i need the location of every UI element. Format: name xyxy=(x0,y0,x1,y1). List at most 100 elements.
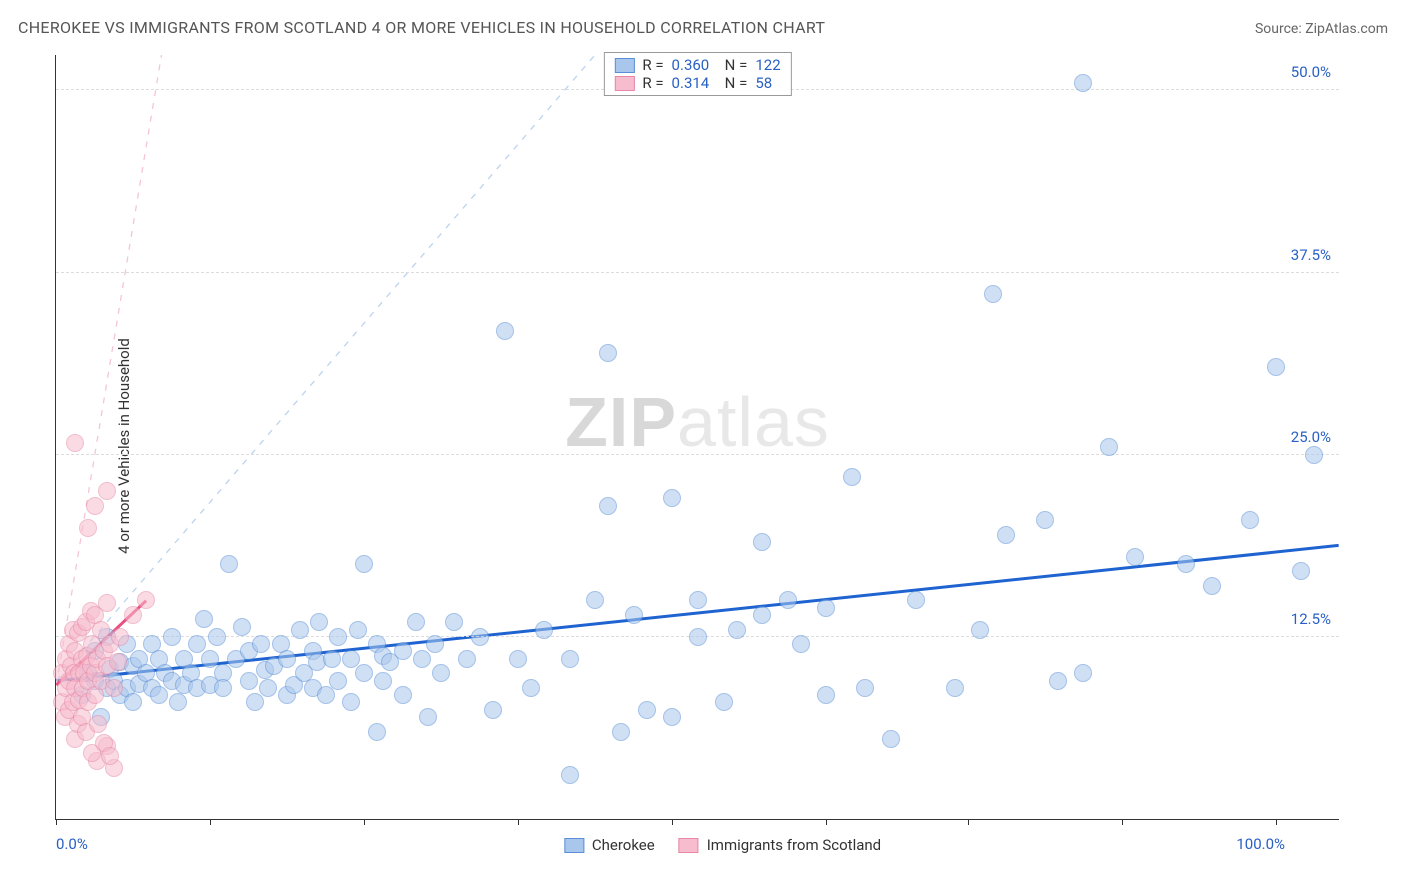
legend-item-label: Cherokee xyxy=(592,836,655,854)
scatter-point xyxy=(246,693,264,711)
scatter-point xyxy=(169,693,187,711)
legend-n-value: 122 xyxy=(755,56,780,74)
scatter-point xyxy=(1074,74,1092,92)
watermark-left: ZIP xyxy=(565,383,677,461)
y-tick-label: 37.5% xyxy=(1291,246,1331,264)
y-tick-label: 12.5% xyxy=(1291,610,1331,628)
scatter-point xyxy=(663,489,681,507)
scatter-point xyxy=(220,555,238,573)
scatter-point xyxy=(79,519,97,537)
x-tick xyxy=(210,819,211,825)
scatter-point xyxy=(882,730,900,748)
scatter-point xyxy=(124,606,142,624)
scatter-point xyxy=(753,533,771,551)
legend-row: R = 0.314 N = 58 xyxy=(614,74,780,92)
scatter-point xyxy=(101,747,119,765)
scatter-point xyxy=(394,686,412,704)
scatter-point xyxy=(561,650,579,668)
scatter-point xyxy=(317,686,335,704)
scatter-point xyxy=(323,650,341,668)
legend-text: R = xyxy=(642,74,663,92)
scatter-point xyxy=(426,635,444,653)
scatter-point xyxy=(291,621,309,639)
chart-title: CHEROKEE VS IMMIGRANTS FROM SCOTLAND 4 O… xyxy=(18,18,825,37)
scatter-point xyxy=(233,618,251,636)
scatter-point xyxy=(163,628,181,646)
gridline xyxy=(56,272,1339,273)
scatter-point xyxy=(638,701,656,719)
y-tick-label: 25.0% xyxy=(1291,428,1331,446)
scatter-point xyxy=(971,621,989,639)
title-bar: CHEROKEE VS IMMIGRANTS FROM SCOTLAND 4 O… xyxy=(18,18,1388,37)
scatter-point xyxy=(612,723,630,741)
legend-r-value: 0.360 xyxy=(672,56,710,74)
scatter-point xyxy=(86,497,104,515)
scatter-point xyxy=(355,555,373,573)
legend-item-label: Immigrants from Scotland xyxy=(707,836,881,854)
scatter-point xyxy=(458,650,476,668)
scatter-point xyxy=(419,708,437,726)
scatter-point xyxy=(111,628,129,646)
scatter-point xyxy=(753,606,771,624)
scatter-point xyxy=(355,664,373,682)
scatter-point xyxy=(728,621,746,639)
legend-r-value: 0.314 xyxy=(672,74,710,92)
scatter-point xyxy=(689,628,707,646)
scatter-point xyxy=(792,635,810,653)
legend-item: Cherokee xyxy=(564,836,655,854)
x-tick xyxy=(1122,819,1123,825)
x-tick xyxy=(672,819,673,825)
scatter-point xyxy=(201,650,219,668)
scatter-point xyxy=(1049,672,1067,690)
source-label: Source: ZipAtlas.com xyxy=(1255,21,1388,37)
scatter-point xyxy=(432,664,450,682)
scatter-point xyxy=(407,613,425,631)
scatter-point xyxy=(484,701,502,719)
scatter-point xyxy=(1203,577,1221,595)
scatter-point xyxy=(561,766,579,784)
scatter-point xyxy=(310,613,328,631)
scatter-point xyxy=(98,482,116,500)
plot-area: ZIPatlas R = 0.360 N = 122 R = 0.314 N =… xyxy=(55,55,1339,820)
scatter-point xyxy=(1267,358,1285,376)
scatter-point xyxy=(124,693,142,711)
legend-row: R = 0.360 N = 122 xyxy=(614,56,780,74)
legend-swatch-icon xyxy=(614,58,634,73)
scatter-point xyxy=(278,650,296,668)
scatter-point xyxy=(997,526,1015,544)
scatter-point xyxy=(471,628,489,646)
x-tick xyxy=(968,819,969,825)
scatter-point xyxy=(342,693,360,711)
scatter-point xyxy=(779,591,797,609)
scatter-point xyxy=(89,715,107,733)
scatter-point xyxy=(1074,664,1092,682)
scatter-point xyxy=(689,591,707,609)
legend-swatch-icon xyxy=(679,838,699,853)
scatter-point xyxy=(394,642,412,660)
plot-wrap: ZIPatlas R = 0.360 N = 122 R = 0.314 N =… xyxy=(55,55,1390,820)
scatter-point xyxy=(329,672,347,690)
scatter-point xyxy=(1241,511,1259,529)
scatter-point xyxy=(535,621,553,639)
watermark-right: atlas xyxy=(677,383,830,461)
scatter-point xyxy=(342,650,360,668)
scatter-point xyxy=(66,434,84,452)
scatter-point xyxy=(1100,438,1118,456)
legend-series: Cherokee Immigrants from Scotland xyxy=(564,836,881,854)
legend-text: N = xyxy=(717,56,747,74)
scatter-point xyxy=(214,679,232,697)
x-tick xyxy=(1276,819,1277,825)
x-tick xyxy=(518,819,519,825)
scatter-point xyxy=(259,679,277,697)
scatter-point xyxy=(329,628,347,646)
scatter-point xyxy=(445,613,463,631)
legend-text: N = xyxy=(717,74,747,92)
scatter-point xyxy=(946,679,964,697)
scatter-point xyxy=(599,344,617,362)
scatter-point xyxy=(522,679,540,697)
x-tick xyxy=(364,819,365,825)
scatter-point xyxy=(188,635,206,653)
scatter-point xyxy=(150,686,168,704)
scatter-point xyxy=(586,591,604,609)
scatter-point xyxy=(137,591,155,609)
